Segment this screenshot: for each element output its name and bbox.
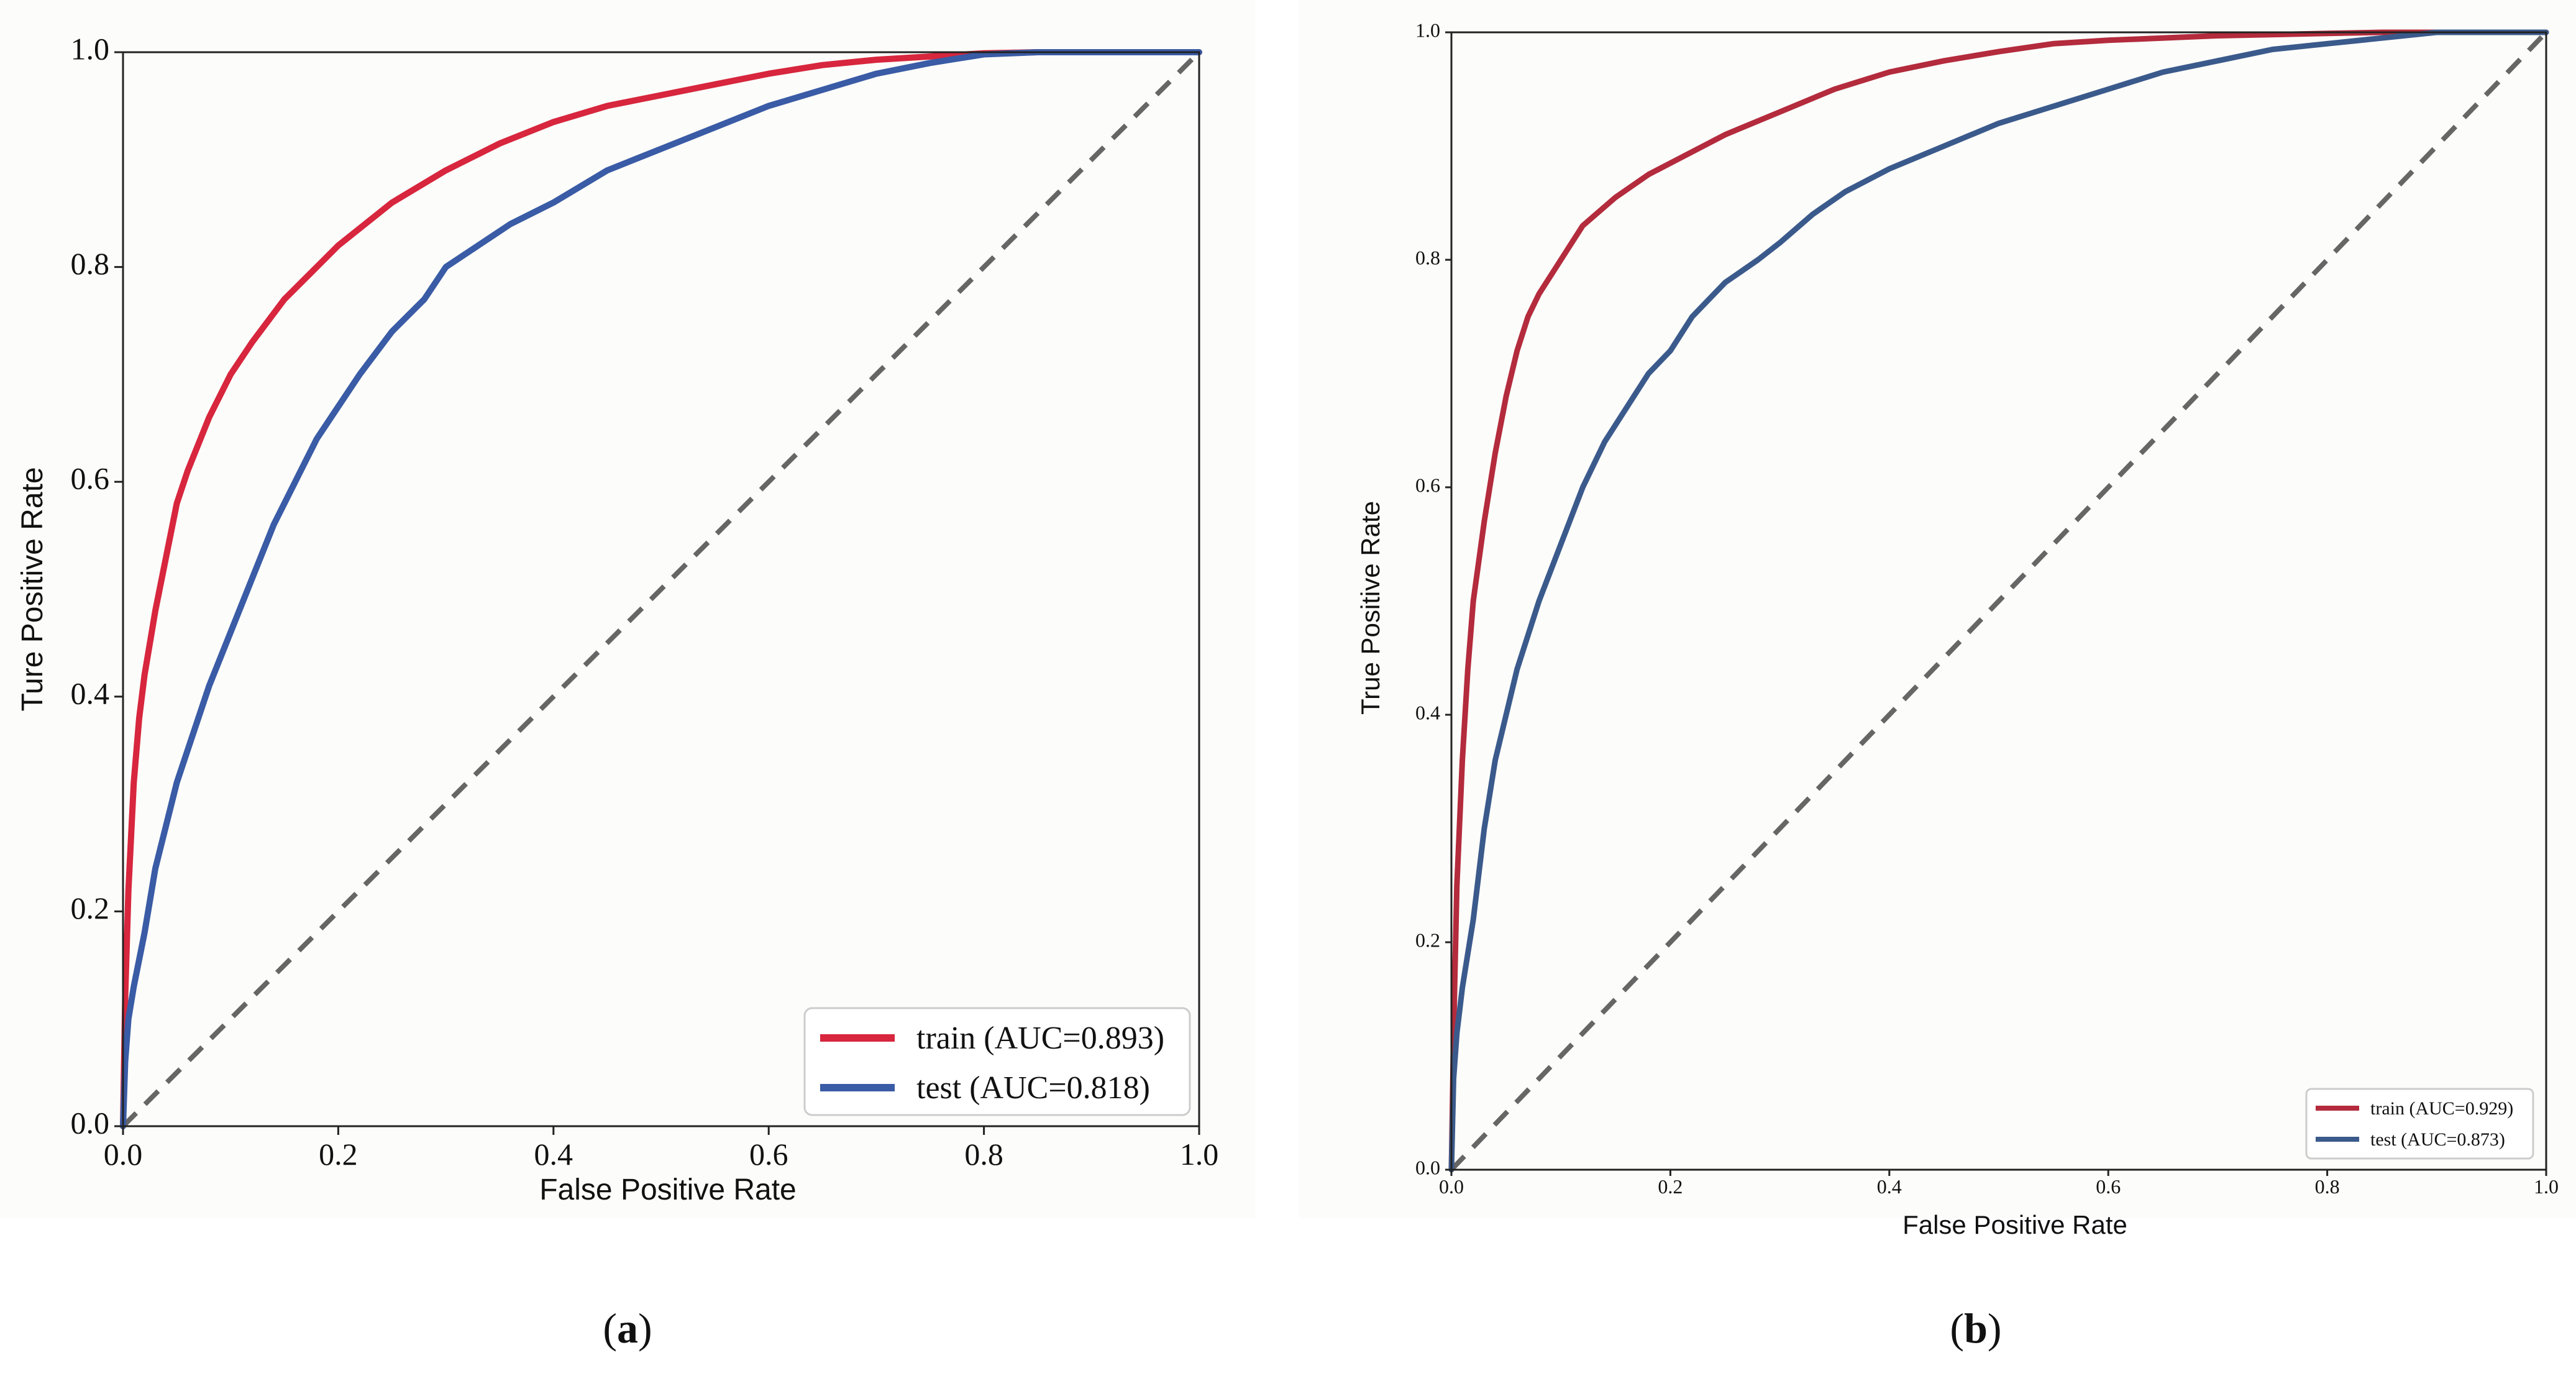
y-tick-label-a: 0.0 [71,1105,110,1140]
y-tick-label-a: 1.0 [71,31,110,66]
panel-caption-a: (a) [603,1305,652,1352]
x-tick-label-b: 0.4 [1877,1175,1902,1198]
panel-caption-letter-b: b [1964,1305,1988,1352]
y-tick-label-b: 0.8 [1415,246,1440,268]
panel-b: 0.0 0.2 0.4 0.6 0.8 1.0 0.0 0.2 0.4 0.6 0.8 1.0 Fal… [1299,0,2576,1352]
tick-group-a: 0.0 0.2 0.4 0.6 0.8 1.0 0.0 0.2 0.4 0.6 0.8 1.0 [71,31,1219,1172]
x-tick-label-a: 0.4 [534,1137,573,1172]
roc-curve-test-a [120,49,1202,1129]
y-tick-label-a: 0.2 [71,891,110,925]
x-tick-label-b: 1.0 [2534,1175,2559,1198]
x-tick-label-a: 1.0 [1180,1137,1219,1172]
roc-curve-train-b [1448,29,2549,1173]
tick-group-b: 0.0 0.2 0.4 0.6 0.8 1.0 0.0 0.2 0.4 0.6 0.8 1.0 [1415,19,2559,1198]
series-group-a [120,49,1202,1129]
x-tick-label-a: 0.8 [964,1137,1003,1172]
x-tick-label-a: 0.2 [319,1137,358,1172]
series-group-b [1448,29,2549,1173]
panel-a: 0.0 0.2 0.4 0.6 0.8 1.0 0.0 0.2 0.4 0.6 0.8 1.0 Fal… [0,0,1255,1352]
panel-caption-b: (b) [1950,1305,2001,1352]
y-tick-label-b: 1.0 [1415,19,1440,41]
y-tick-label-a: 0.4 [71,676,110,710]
y-tick-label-a: 0.6 [71,461,110,496]
chance-diagonal-b [1450,30,2548,1172]
axes-frame-b [1450,31,2547,1171]
legend-label-test-a: test (AUC=0.818) [916,1070,1150,1106]
axes-frame-a [122,51,1200,1127]
x-tick-label-a: 0.0 [104,1137,143,1172]
legend-a: train (AUC=0.893) test (AUC=0.818) [803,1007,1191,1116]
legend-label-train-b: train (AUC=0.929) [2370,1098,2513,1119]
legend-box-b [2305,1088,2534,1160]
x-axis-label-b: False Positive Rate [1902,1210,2127,1239]
chance-diagonal-a [121,50,1201,1128]
panel-caption-letter-a: a [617,1305,638,1352]
y-axis-label-b: True Positive Rate [1356,501,1385,715]
legend-box-a [803,1007,1191,1116]
legend-label-train-a: train (AUC=0.893) [916,1021,1164,1056]
x-tick-label-b: 0.0 [1439,1175,1464,1198]
x-tick-label-a: 0.6 [749,1137,788,1172]
x-tick-label-b: 0.8 [2315,1175,2340,1198]
y-axis-label-a: Ture Positive Rate [16,467,49,711]
legend-label-test-b: test (AUC=0.873) [2370,1129,2505,1150]
x-tick-label-b: 0.6 [2096,1175,2121,1198]
legend-b: train (AUC=0.929) test (AUC=0.873) [2305,1088,2534,1160]
roc-curve-test-b [1448,29,2549,1173]
x-axis-label-a: False Positive Rate [539,1173,797,1206]
roc-curve-train-a [120,49,1202,1129]
y-tick-label-b: 0.4 [1415,701,1440,723]
y-tick-label-a: 0.8 [71,246,110,281]
y-tick-label-b: 0.6 [1415,474,1440,496]
y-tick-label-b: 0.0 [1415,1156,1440,1178]
x-tick-label-b: 0.2 [1658,1175,1683,1198]
y-tick-label-b: 0.2 [1415,929,1440,951]
